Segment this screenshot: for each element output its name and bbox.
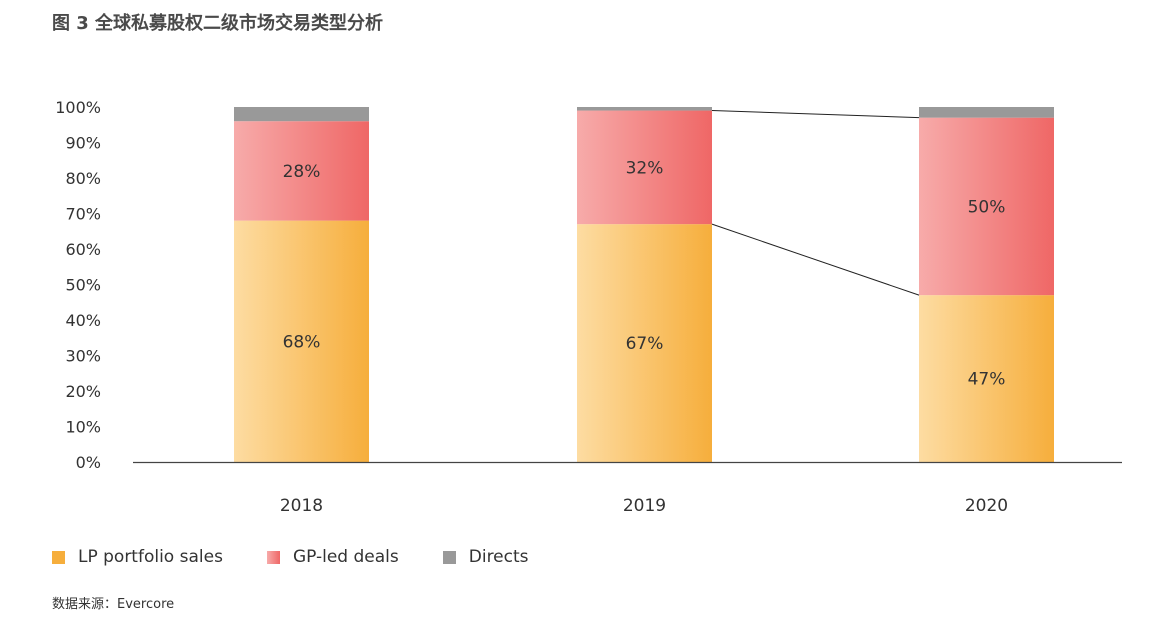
bars-group [234,107,1054,462]
data-label-lp-portfolio-sales-2020: 47% [968,370,1006,390]
y-tick-label: 0% [76,453,101,472]
bar-segment-directs-2019 [577,107,712,111]
data-label-lp-portfolio-sales-2019: 67% [626,334,664,354]
bar-segment-lp-2020 [919,295,1054,462]
y-tick-label: 60% [65,240,101,259]
bar-segment-directs-2020 [919,107,1054,118]
data-labels: 68% 28% 67% 32% 47% 50% [283,158,1006,389]
bar-segment-gp-2018 [234,121,369,221]
data-label-gp-led-deals-2019: 32% [626,158,664,178]
bar-segment-directs-2018 [234,107,369,122]
x-tick-label-2019: 2019 [623,496,666,516]
data-label-gp-led-deals-2020: 50% [968,197,1006,217]
legend-item-lp-portfolio-sales: LP portfolio sales [52,547,223,567]
y-tick-label: 100% [55,98,101,117]
data-label-lp-portfolio-sales-2018: 68% [283,332,321,352]
legend-label-lp: LP portfolio sales [78,547,223,567]
y-tick-label: 30% [65,347,101,366]
x-tick-label-2018: 2018 [280,496,323,516]
x-axis: 2018 2019 2020 [133,461,1122,516]
y-tick-label: 50% [65,276,101,295]
stacked-bar-chart: 0% 10% 20% 30% 40% 50% 60% 70% 80% 90% 100% 68% 28%… [55,98,1122,516]
connector-lines [711,110,920,296]
y-tick-label: 40% [65,311,101,330]
y-tick-label: 80% [65,169,101,188]
bar-segment-lp-2018 [234,220,369,462]
bar-segment-gp-2020 [919,117,1054,296]
legend-label-gp: GP-led deals [292,547,399,567]
source-note: 数据来源：Evercore [52,597,175,612]
chart-title: 图 3 全球私募股权二级市场交易类型分析 [52,13,384,34]
bar-segment-lp-2019 [577,224,712,462]
y-tick-label: 70% [65,205,101,224]
y-axis: 0% 10% 20% 30% 40% 50% 60% 70% 80% 90% 100% [55,98,101,472]
connector-line [711,110,920,119]
bar-segment-gp-2019 [577,110,712,225]
connector-line [711,223,920,296]
x-tick-label-2020: 2020 [965,496,1008,516]
y-tick-label: 90% [65,134,101,153]
y-tick-label: 10% [65,418,101,437]
legend: LP portfolio sales GP-led deals Directs [52,545,573,569]
y-tick-label: 20% [65,382,101,401]
legend-swatch-gp [266,550,280,564]
data-label-gp-led-deals-2018: 28% [283,162,321,182]
legend-swatch-directs [442,550,456,564]
legend-swatch-lp [52,550,65,564]
legend-item-directs: Directs [442,547,529,567]
legend-item-gp-led-deals: GP-led deals [266,547,399,567]
legend-label-directs: Directs [468,547,529,567]
